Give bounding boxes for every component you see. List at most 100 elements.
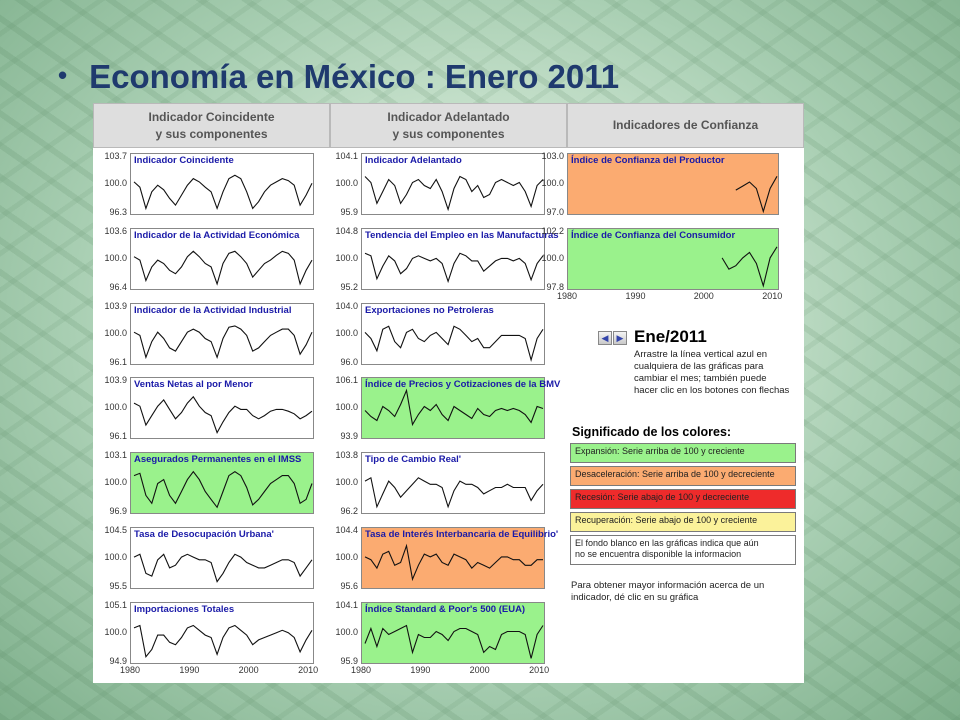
y-tick-label: 100.0 xyxy=(335,178,358,188)
slide-title-text: Economía en México : Enero 2011 xyxy=(89,58,620,95)
series-line xyxy=(133,324,313,359)
chart-title: Tipo de Cambio Real' xyxy=(365,454,462,466)
chart-title: Indicador de la Actividad Industrial xyxy=(134,304,292,316)
x-tick-label: 1990 xyxy=(410,664,431,675)
next-month-button[interactable]: ▶ xyxy=(613,331,627,345)
chart-6[interactable]: Importaciones Totales xyxy=(130,601,314,664)
chart-15[interactable]: Índice de Confianza del Consumidor xyxy=(567,227,779,290)
y-tick-label: 100.0 xyxy=(104,252,127,263)
series-line xyxy=(364,543,543,582)
series-line xyxy=(364,624,544,659)
x-tick-label: 2000 xyxy=(693,290,714,301)
chart-svg xyxy=(133,553,313,583)
chart-12[interactable]: Tasa de Interés Interbancaria de Equilib… xyxy=(361,527,558,589)
bullet-icon: • xyxy=(58,60,68,90)
y-tick-label: 103.0 xyxy=(541,151,564,161)
instruction-line: hacer clic en los botones con flechas xyxy=(634,385,790,396)
legend-recession: Recesión: Serie abajo de 100 y decrecien… xyxy=(570,489,796,509)
x-tick-label: 1990 xyxy=(179,664,200,675)
chart-svg xyxy=(364,477,544,509)
y-tick-label: 103.9 xyxy=(104,375,127,386)
y-tick-label: 96.9 xyxy=(109,506,127,517)
chart-8[interactable]: Tendencia del Empleo en las Manufacturas xyxy=(361,227,559,290)
y-tick-label: 97.0 xyxy=(546,207,564,217)
y-tick-label: 96.2 xyxy=(340,506,358,517)
series-line xyxy=(735,176,778,214)
chart-svg xyxy=(364,543,543,582)
chart-svg xyxy=(364,175,544,212)
y-tick-label: 100.0 xyxy=(541,178,564,188)
legend-text: no se encuentra disponible la informacio… xyxy=(575,549,742,559)
legend-text: Desaceleración: Serie arriba de 100 y de… xyxy=(575,469,775,479)
chart-title: Tasa de Desocupación Urbana' xyxy=(134,529,274,540)
chart-1[interactable]: Indicador de la Actividad Económica xyxy=(130,227,314,290)
chart-0[interactable]: Indicador Coincidente xyxy=(130,153,314,215)
x-tick-label: 1980 xyxy=(556,290,578,301)
y-tick-label: 100.0 xyxy=(104,178,127,188)
chart-11[interactable]: Tipo de Cambio Real' xyxy=(361,452,545,515)
y-tick-label: 100.0 xyxy=(104,327,127,338)
chart-2[interactable]: Indicador de la Actividad Industrial xyxy=(130,302,314,365)
y-tick-label: 95.5 xyxy=(109,581,127,591)
series-line xyxy=(364,175,544,212)
y-tick-label: 96.1 xyxy=(109,431,127,442)
chart-svg xyxy=(133,174,313,211)
series-line xyxy=(133,624,313,658)
series-line xyxy=(364,388,544,427)
chart-title: Exportaciones no Petroleras xyxy=(365,304,494,316)
instructions: Arrastre la línea vertical azul en cualq… xyxy=(634,349,794,397)
chart-svg xyxy=(735,176,778,214)
x-tick-label: 2010 xyxy=(529,664,550,675)
y-tick-label: 100.0 xyxy=(335,552,358,562)
more-info-note: Para obtener mayor información acerca de… xyxy=(571,580,791,604)
y-tick-label: 105.1 xyxy=(104,599,127,610)
y-tick-label: 104.4 xyxy=(335,525,358,535)
chart-title: Indicador Coincidente xyxy=(134,155,234,166)
y-tick-label: 95.9 xyxy=(340,655,358,666)
y-tick-label: 104.1 xyxy=(335,151,358,161)
chart-title: Importaciones Totales xyxy=(134,603,235,615)
chart-10[interactable]: Índice de Precios y Cotizaciones de la B… xyxy=(361,377,560,440)
chart-title: Índice de Confianza del Productor xyxy=(571,155,725,166)
prev-month-button[interactable]: ◀ xyxy=(598,331,612,345)
more-info-line: indicador, dé clic en su gráfica xyxy=(571,592,699,603)
y-tick-label: 100.0 xyxy=(335,477,358,488)
chart-svg xyxy=(721,246,778,288)
chart-4[interactable]: Asegurados Permanentes en el IMSS xyxy=(130,452,314,515)
chart-title: Tasa de Interés Interbancaria de Equilib… xyxy=(365,529,559,540)
chart-13[interactable]: Índice Standard & Poor's 500 (EUA) xyxy=(361,601,545,664)
header-leading: Indicador Adelantado y sus componentes xyxy=(330,103,567,148)
chart-14[interactable]: Índice de Confianza del Productor xyxy=(567,153,779,215)
header-leading-line2: y sus componentes xyxy=(392,126,505,141)
legend-recovery: Recuperación: Serie abajo de 100 y creci… xyxy=(570,512,796,532)
y-tick-label: 100.0 xyxy=(104,552,127,562)
chart-3[interactable]: Ventas Netas al por Menor xyxy=(130,377,314,440)
chart-9[interactable]: Exportaciones no Petroleras xyxy=(361,302,545,365)
y-tick-label: 104.5 xyxy=(104,525,127,535)
chart-svg xyxy=(133,470,313,509)
current-month: Ene/2011 xyxy=(634,327,707,346)
x-tick-label: 1980 xyxy=(119,664,141,675)
x-tick-label: 2010 xyxy=(762,290,783,301)
series-line xyxy=(133,553,313,583)
chart-svg xyxy=(133,250,313,286)
chart-7[interactable]: Indicador Adelantado xyxy=(361,153,545,215)
y-tick-label: 100.0 xyxy=(104,402,127,413)
chart-5[interactable]: Tasa de Desocupación Urbana' xyxy=(130,527,314,589)
arrow-right-icon: ▶ xyxy=(616,333,624,343)
y-tick-label: 100.0 xyxy=(335,626,358,637)
y-tick-label: 97.8 xyxy=(546,281,564,292)
y-tick-label: 103.8 xyxy=(335,450,358,461)
series-line xyxy=(133,250,313,286)
chart-title: Índice Standard & Poor's 500 (EUA) xyxy=(365,603,526,615)
y-tick-label: 95.9 xyxy=(340,207,358,217)
chart-title: Índice de Confianza del Consumidor xyxy=(571,229,736,241)
y-tick-label: 104.8 xyxy=(335,225,358,236)
legend-title: Significado de los colores: xyxy=(572,425,732,439)
y-tick-label: 103.9 xyxy=(104,300,127,311)
y-tick-label: 96.1 xyxy=(109,356,127,367)
x-tick-label: 1980 xyxy=(350,664,372,675)
y-tick-label: 100.0 xyxy=(104,626,127,637)
chart-title: Ventas Netas al por Menor xyxy=(134,379,253,391)
chart-title: Asegurados Permanentes en el IMSS xyxy=(134,454,302,466)
